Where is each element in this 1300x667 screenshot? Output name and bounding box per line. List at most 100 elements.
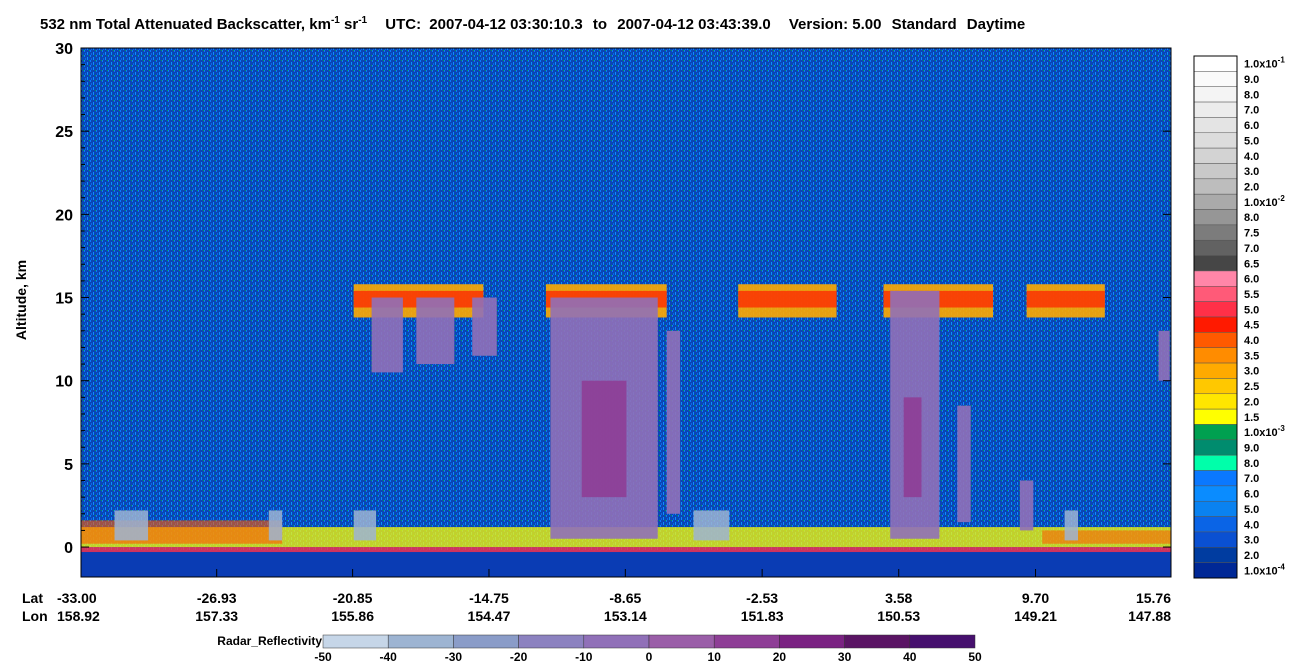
colorbar-label: 2.5 [1244, 381, 1259, 393]
colorbar-label: 7.0 [1244, 473, 1259, 485]
colorbar-label: 4.0 [1244, 519, 1259, 531]
lat-tick-label: -8.65 [609, 590, 641, 606]
colorbar-swatch [1193, 71, 1238, 87]
lon-tick-label: 155.86 [331, 608, 374, 624]
colorbar-label: 5.5 [1244, 289, 1259, 301]
radar-tick-label: -20 [510, 650, 528, 664]
colorbar-label: 8.0 [1244, 89, 1259, 101]
radar-core [581, 380, 627, 498]
lat-tick-label: 9.70 [1022, 590, 1049, 606]
colorbar-label: 1.5 [1244, 412, 1259, 424]
lon-tick-label: 147.88 [1128, 608, 1171, 624]
lon-tick-label: 153.14 [604, 608, 647, 624]
colorbar-label: 8.0 [1244, 458, 1259, 470]
low-cloud [268, 510, 283, 541]
radar-colorbar-label: Radar_Reflectivity [217, 634, 322, 648]
colorbar-label: 2.0 [1244, 396, 1259, 408]
colorbar-swatch [1193, 362, 1238, 379]
colorbar-label: 5.0 [1244, 304, 1259, 316]
colorbar-label: 1.0x10-4 [1244, 562, 1285, 577]
chart-title: 532 nm Total Attenuated Backscatter, km-… [40, 10, 1025, 33]
low-cloud [353, 510, 377, 541]
colorbar-swatch [1193, 347, 1238, 364]
lat-tick-label: -33.00 [57, 590, 97, 606]
colorbar-swatch [1193, 286, 1238, 302]
lon-tick-label: 157.33 [195, 608, 238, 624]
boundary-layer-dense [81, 520, 283, 544]
colorbar-swatch [1193, 316, 1238, 333]
colorbar-swatch [1193, 178, 1238, 195]
lat-row-label: Lat [22, 590, 43, 606]
radar-tick-label: 30 [838, 650, 852, 664]
colorbar-label: 4.0 [1244, 151, 1259, 163]
cloud-features [81, 284, 1171, 577]
colorbar-swatch [1193, 255, 1238, 272]
x-axis-ticks: -33.00 158.92 -26.93 157.33 -20.85 155.86 -14.… [57, 569, 1172, 624]
lon-row-label: Lon [22, 608, 48, 624]
colorbar-swatch [1193, 270, 1238, 287]
colorbar-swatch [1193, 470, 1238, 487]
colorbar-swatch [1193, 424, 1238, 441]
colorbar-label: 6.0 [1244, 274, 1259, 286]
radar-swatch [713, 634, 780, 649]
lat-tick-label: -20.85 [333, 590, 373, 606]
y-tick-label: 5 [64, 457, 73, 474]
low-cloud [114, 510, 149, 541]
surface-return [81, 547, 1171, 553]
lat-tick-label: 3.58 [885, 590, 912, 606]
radar-colorbar: -50 -40 -30 -20 -10 0 10 20 30 40 50 [314, 634, 982, 664]
radar-swatch [844, 634, 911, 649]
colorbar-swatch [1193, 209, 1238, 226]
colorbar-swatch [1193, 163, 1238, 180]
lon-tick-label: 149.21 [1014, 608, 1057, 624]
radar-swatch [387, 634, 454, 649]
colorbar-swatch [1193, 193, 1238, 210]
boundary-layer-dense [1042, 530, 1171, 544]
radar-tick-label: 0 [646, 650, 653, 664]
colorbar-label: 1.0x10-2 [1244, 194, 1285, 209]
colorbar-swatch [1193, 500, 1238, 517]
radar-tick-label: 40 [903, 650, 917, 664]
radar-swatch [453, 634, 519, 649]
cirrus-core [738, 290, 837, 308]
radar-swatch [779, 634, 845, 649]
colorbar-swatch [1193, 516, 1238, 533]
colorbar-swatch [1193, 439, 1238, 456]
low-cloud [1064, 510, 1079, 541]
backscatter-colorbar: 1.0x10-19.08.07.06.05.04.03.02.01.0x10-2… [1193, 55, 1285, 579]
colorbar-swatch [1193, 301, 1238, 318]
colorbar-label: 7.0 [1244, 105, 1259, 117]
colorbar-label: 4.5 [1244, 320, 1259, 332]
radar-streak [1019, 480, 1034, 531]
y-tick-label: 25 [55, 124, 73, 141]
y-tick-label: 10 [55, 374, 73, 391]
colorbar-swatch [1193, 86, 1238, 103]
cirrus-core [1026, 290, 1105, 308]
radar-streak [957, 405, 971, 523]
colorbar-label: 8.0 [1244, 212, 1259, 224]
colorbar-label: 7.0 [1244, 243, 1259, 255]
radar-swatch [909, 634, 976, 649]
colorbar-label: 1.0x10-3 [1244, 424, 1285, 439]
y-tick-label: 20 [55, 207, 73, 224]
colorbar-label: 9.0 [1244, 443, 1259, 455]
colorbar-label: 5.0 [1244, 135, 1259, 147]
radar-tick-label: -10 [575, 650, 593, 664]
lon-tick-label: 154.47 [468, 608, 511, 624]
surface-band [81, 550, 1171, 577]
radar-tick-label: -30 [445, 650, 463, 664]
colorbar-swatch [1193, 239, 1238, 256]
colorbar-swatch [1193, 454, 1238, 471]
lat-tick-label: -26.93 [197, 590, 237, 606]
colorbar-swatch [1193, 224, 1238, 241]
colorbar-swatch [1193, 117, 1238, 134]
radar-tick-label: 10 [708, 650, 722, 664]
colorbar-label: 2.0 [1244, 182, 1259, 194]
y-tick-label: 15 [55, 291, 73, 308]
colorbar-label: 2.0 [1244, 550, 1259, 562]
y-axis-ticks: 30 25 20 15 10 5 0 [55, 41, 1171, 557]
lon-tick-label: 151.83 [741, 608, 784, 624]
lat-tick-label: -2.53 [746, 590, 778, 606]
colorbar-label: 3.5 [1244, 350, 1259, 362]
colorbar-swatch [1193, 101, 1238, 118]
